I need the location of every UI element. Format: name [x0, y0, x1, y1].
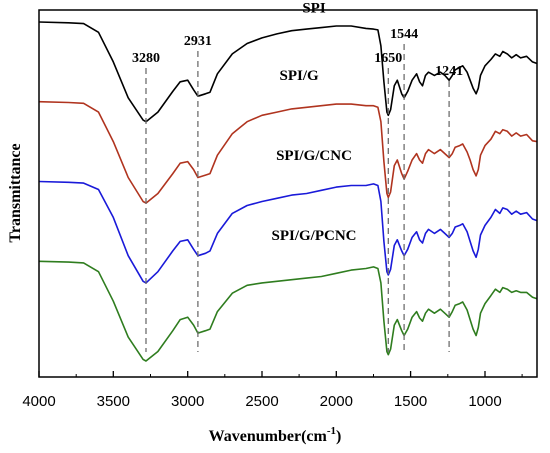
x-tick-label: 1000	[468, 393, 501, 410]
reference-line-label: 1544	[390, 27, 418, 42]
reference-line-label: 1650	[374, 51, 402, 66]
labels-layer: SPI SPI/G SPI/G/CNC SPI/G/PCNC 3280 2931 1650 1…	[132, 0, 463, 243]
series-line	[38, 21, 538, 123]
x-tick-label: 2500	[245, 393, 278, 410]
x-tick-label: 1500	[394, 393, 427, 410]
reference-line-label: 1241	[435, 64, 463, 79]
y-axis-title: Transmittance	[7, 143, 24, 242]
x-tick-label: 3500	[97, 393, 130, 410]
x-tick-label: 3000	[171, 393, 204, 410]
x-axis-ticks: 4000 3500 3000 2500 2000 1500 1000	[22, 371, 523, 410]
x-axis-title: Wavenumber(cm-1)	[209, 425, 342, 445]
series-line	[38, 260, 538, 362]
reference-line-label: 2931	[184, 34, 212, 49]
reference-line-label: 3280	[132, 51, 160, 66]
x-tick-label: 2000	[320, 393, 353, 410]
plot-frame	[38, 9, 538, 378]
reference-lines	[145, 44, 450, 352]
series-label: SPI/G/PCNC	[271, 228, 356, 244]
series-label: SPI/G/CNC	[276, 148, 352, 164]
x-tick-label: 4000	[22, 393, 55, 410]
series-label: SPI/G	[280, 68, 320, 84]
series-label: SPI	[302, 0, 326, 16]
series-layer	[38, 21, 538, 362]
series-line	[38, 180, 538, 284]
series-line	[38, 100, 538, 204]
